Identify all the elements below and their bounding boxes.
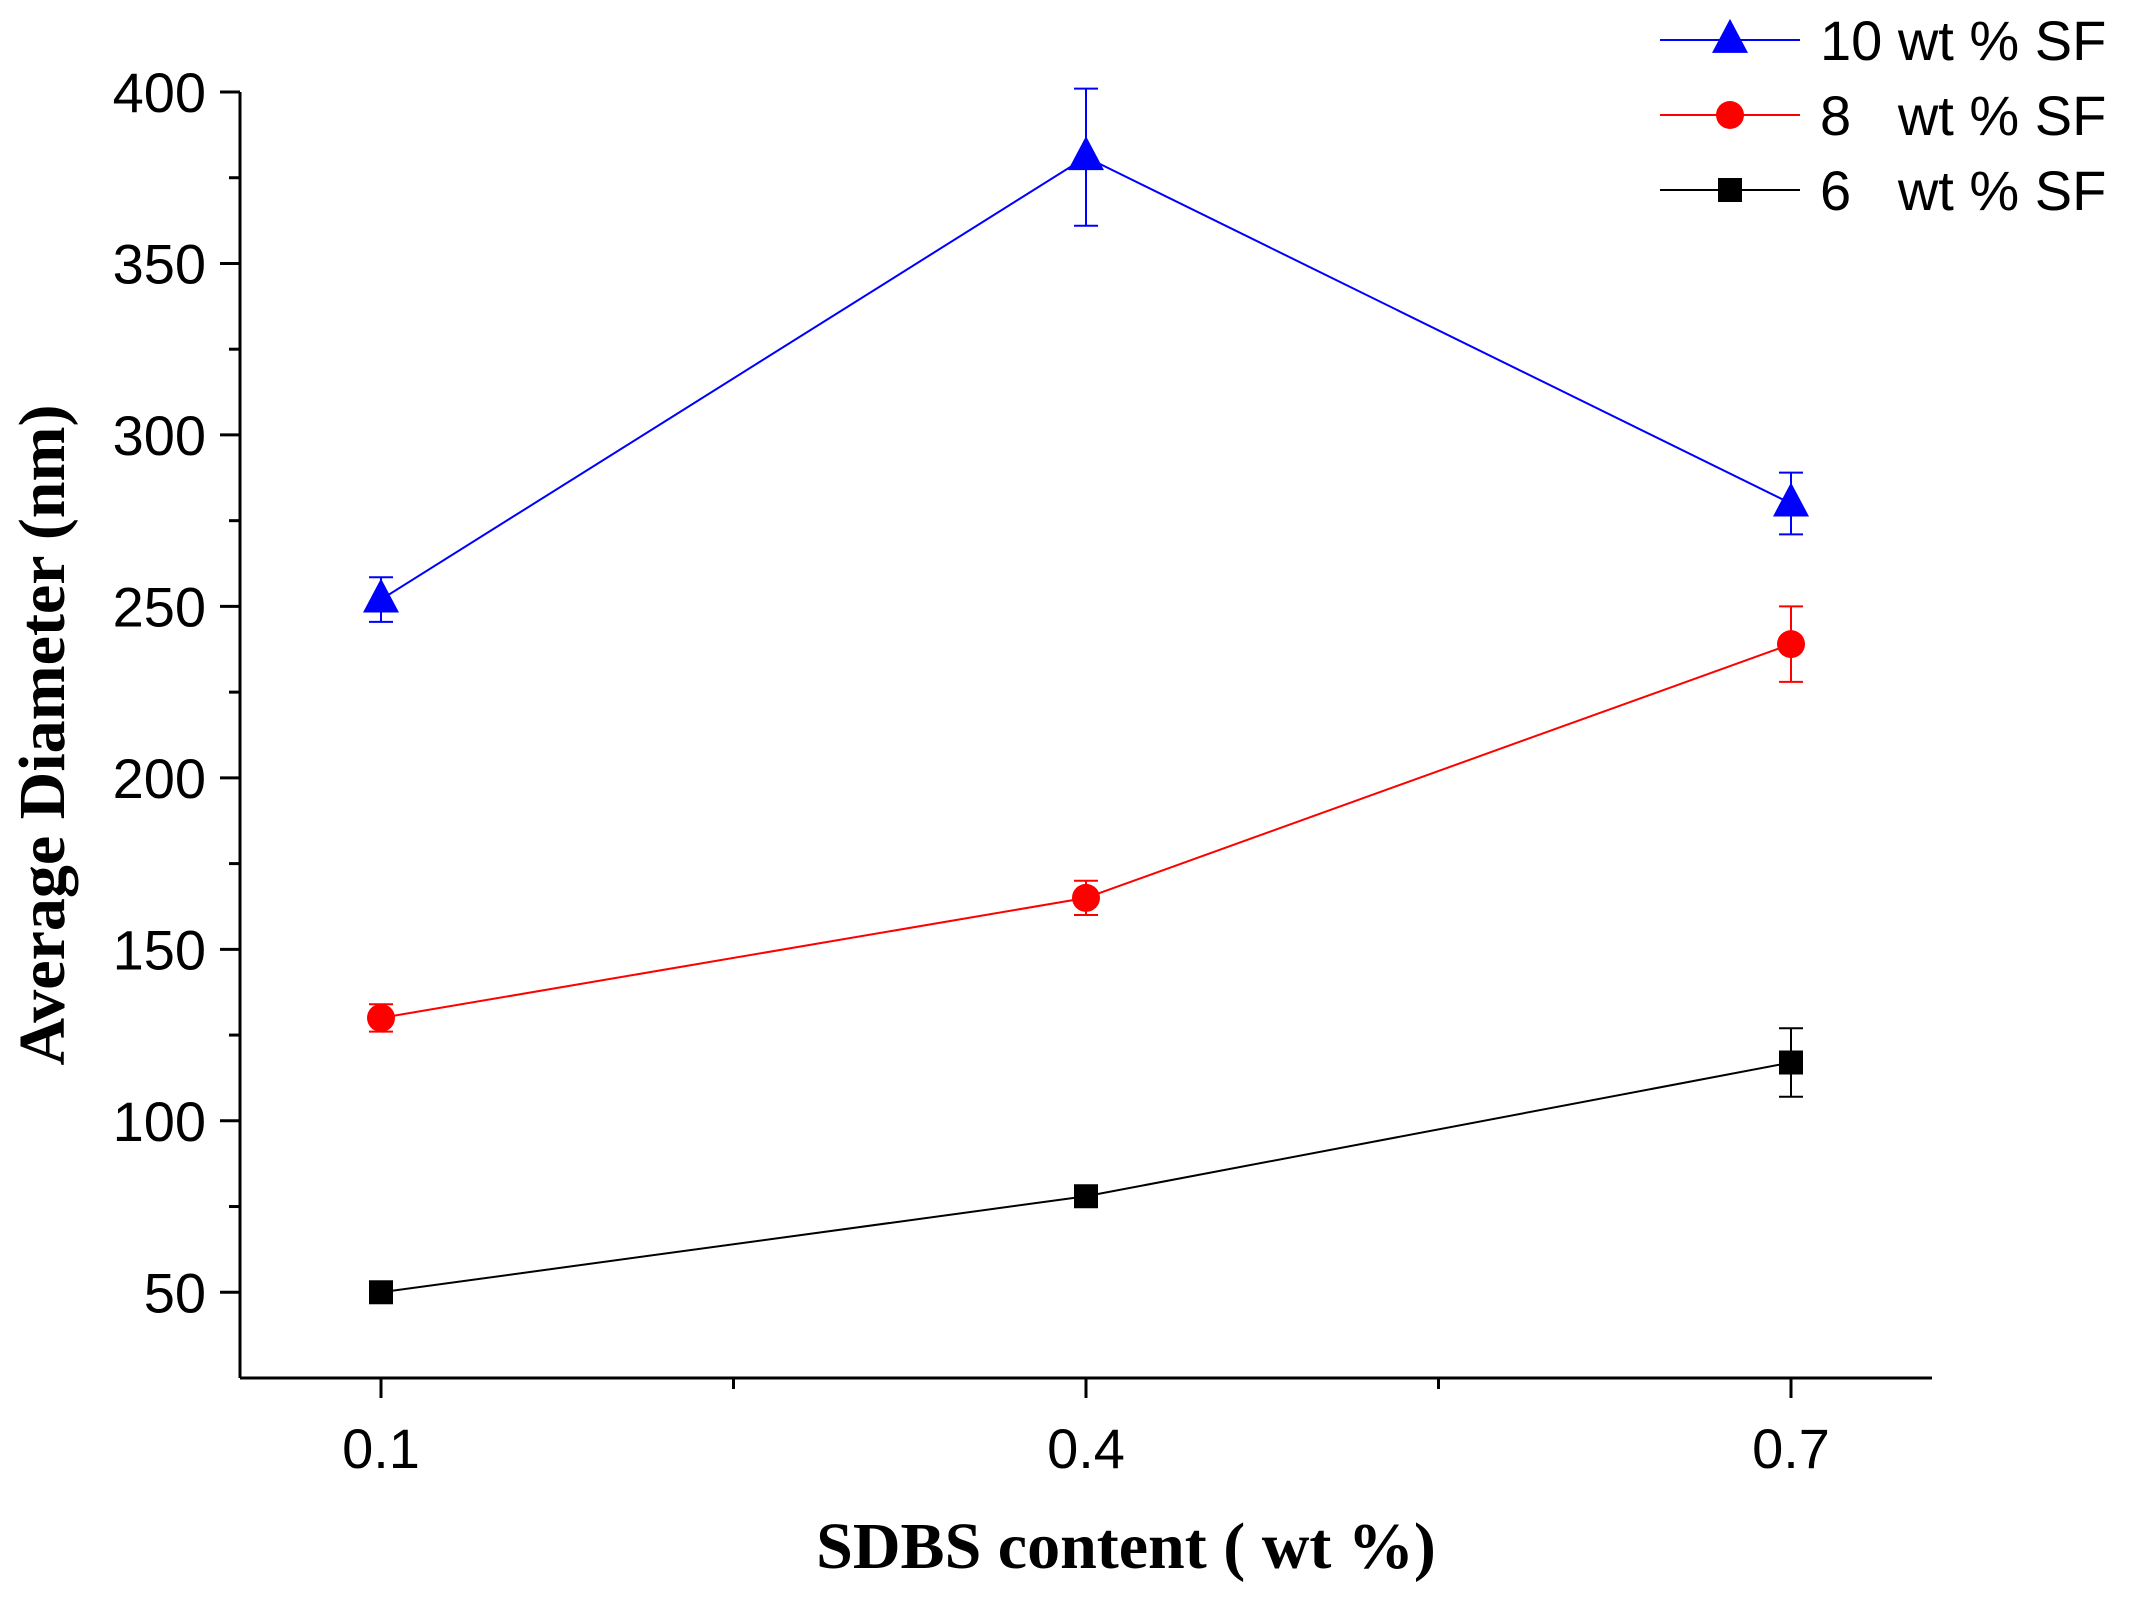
legend-entry-2: 6 wt % SF bbox=[1660, 159, 2106, 222]
y-tick-label: 200 bbox=[113, 747, 206, 810]
y-tick-label: 50 bbox=[144, 1261, 206, 1324]
series-line bbox=[380, 1061, 1792, 1294]
y-tick-label: 350 bbox=[113, 232, 206, 295]
data-point bbox=[369, 1280, 393, 1305]
y-tick-label: 250 bbox=[113, 575, 206, 638]
x-tick-label: 0.4 bbox=[1047, 1417, 1125, 1480]
legend-entry-0: 10 wt % SF bbox=[1660, 9, 2106, 72]
series-layer bbox=[363, 87, 1809, 1305]
legend-marker bbox=[1718, 178, 1742, 202]
data-point bbox=[1068, 136, 1104, 171]
legend-marker bbox=[1712, 18, 1748, 53]
data-point bbox=[1777, 630, 1805, 659]
legend-entry-1: 8 wt % SF bbox=[1660, 84, 2106, 147]
legend-label: 6 wt % SF bbox=[1820, 159, 2106, 222]
y-tick-label: 300 bbox=[113, 404, 206, 467]
x-tick-label: 0.7 bbox=[1752, 1417, 1830, 1480]
data-point bbox=[1074, 1184, 1098, 1209]
legend: 10 wt % SF 8 wt % SF 6 wt % SF bbox=[1660, 9, 2106, 222]
data-point bbox=[1773, 482, 1809, 517]
data-point bbox=[1779, 1050, 1803, 1075]
y-tick-label: 150 bbox=[113, 918, 206, 981]
series-1 bbox=[367, 605, 1805, 1033]
data-point bbox=[1072, 883, 1100, 912]
data-point bbox=[363, 578, 399, 613]
series-line bbox=[380, 643, 1792, 1019]
series-2 bbox=[369, 1027, 1803, 1305]
ticks: 50 100 150 200 250 300 350 400 0.1 0.4 0.7 bbox=[113, 61, 1830, 1480]
data-point bbox=[367, 1003, 395, 1032]
y-tick-label: 100 bbox=[113, 1090, 206, 1153]
legend-label: 8 wt % SF bbox=[1820, 84, 2106, 147]
legend-marker bbox=[1716, 101, 1744, 129]
x-axis-title: SDBS content ( wt %) bbox=[816, 1510, 1436, 1583]
series-0 bbox=[363, 87, 1809, 623]
legend-label: 10 wt % SF bbox=[1820, 9, 2106, 72]
y-tick-label: 400 bbox=[113, 61, 206, 124]
y-axis-title: Average Diameter (nm) bbox=[6, 405, 79, 1066]
x-tick-label: 0.1 bbox=[342, 1417, 420, 1480]
